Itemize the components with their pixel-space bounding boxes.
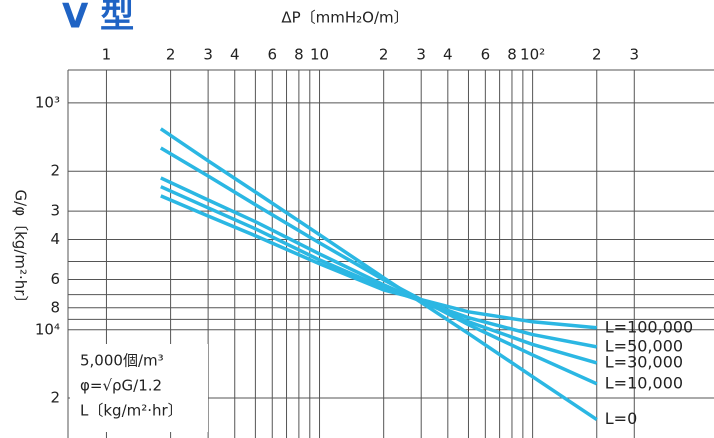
curve <box>160 176 598 365</box>
series-label: L=100,000 <box>605 317 693 336</box>
y-axis-label: G/φ〔kg/m²·hr〕 <box>12 190 30 311</box>
y-tick-label: 8 <box>50 298 60 316</box>
x-tick-label: 10² <box>520 46 545 64</box>
curve <box>159 146 598 386</box>
x-tick-label: 3 <box>203 46 213 64</box>
x-tick-label: 2 <box>379 46 389 64</box>
curve <box>160 194 597 330</box>
chart-title: V 型 <box>62 0 134 37</box>
x-tick-label: 10 <box>310 46 329 64</box>
annotation: L〔kg/m²·hr〕 <box>80 402 183 420</box>
annotation: 5,000個/m³ <box>80 352 164 370</box>
x-tick-label: 8 <box>294 46 304 64</box>
y-tick-label: 2 <box>50 162 60 180</box>
x-axis-label: ΔP〔mmH₂O/m〕 <box>281 9 408 27</box>
y-tick-label: 4 <box>50 230 60 248</box>
series-label: L=30,000 <box>605 352 683 371</box>
y-tick-label: 6 <box>50 270 60 288</box>
y-tick-label: 10⁴ <box>35 320 60 338</box>
x-tick-label: 1 <box>102 46 112 64</box>
series-label: L=10,000 <box>605 373 683 392</box>
annotation: φ=√ρG/1.2 <box>80 377 162 395</box>
curve <box>160 185 598 349</box>
series-label: L=0 <box>605 409 638 428</box>
x-tick-label: 2 <box>592 46 602 64</box>
annotation-box <box>70 344 208 432</box>
x-tick-label: 8 <box>507 46 517 64</box>
x-tick-label: 2 <box>166 46 176 64</box>
y-tick-label: 3 <box>50 202 60 220</box>
curve <box>159 127 598 422</box>
y-tick-label: 10³ <box>35 93 60 111</box>
y-tick-label: 2 <box>50 389 60 407</box>
x-tick-label: 3 <box>630 46 640 64</box>
x-tick-label: 4 <box>230 46 240 64</box>
x-tick-label: 3 <box>416 46 426 64</box>
x-tick-label: 6 <box>481 46 491 64</box>
x-tick-label: 6 <box>267 46 277 64</box>
series-label: L=50,000 <box>605 336 683 355</box>
x-tick-label: 4 <box>443 46 453 64</box>
